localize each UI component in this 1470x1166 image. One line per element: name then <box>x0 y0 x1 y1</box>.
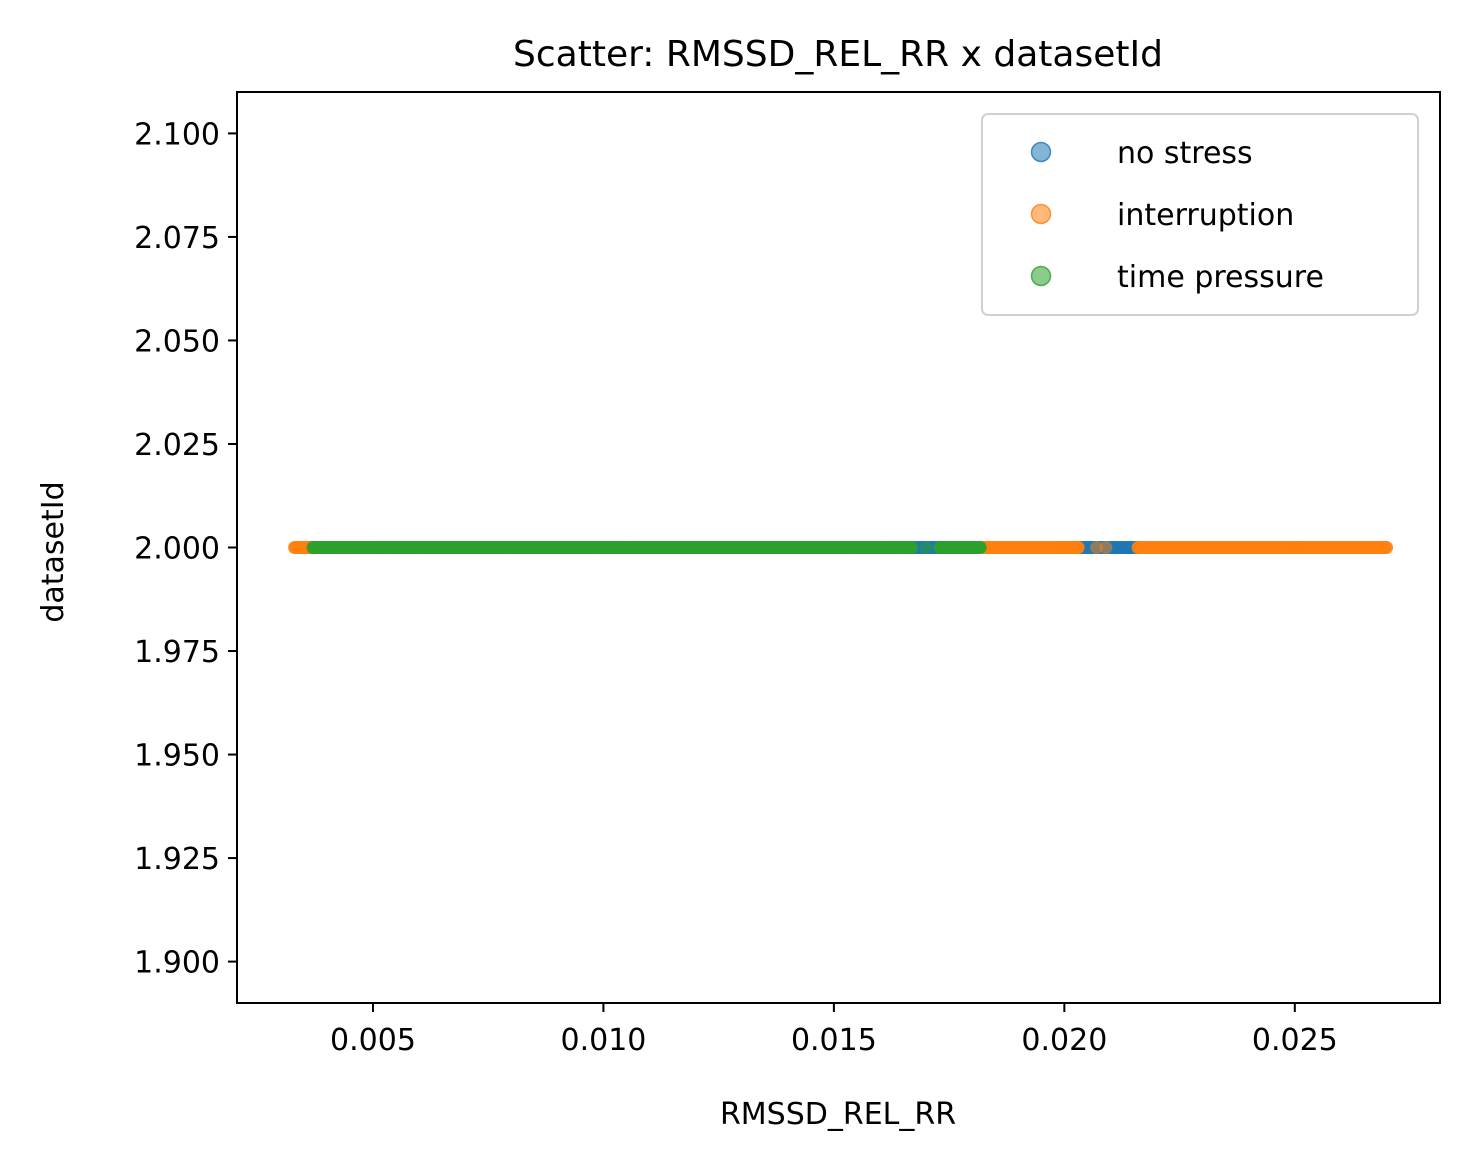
data-point <box>1380 541 1394 554</box>
legend-box <box>981 113 1419 316</box>
y-tick-label: 1.950 <box>134 739 220 774</box>
x-tick-label: 0.005 <box>330 1023 416 1058</box>
legend-marker <box>1030 265 1052 287</box>
data-point <box>919 541 933 554</box>
x-tick-label: 0.025 <box>1252 1023 1338 1058</box>
y-tick-label: 2.075 <box>134 221 220 256</box>
legend-marker <box>1030 203 1052 225</box>
x-tick-label: 0.020 <box>1021 1023 1107 1058</box>
data-point <box>1099 541 1113 554</box>
x-tick-label: 0.010 <box>560 1023 646 1058</box>
data-point <box>1090 541 1104 554</box>
legend-label: no stress <box>1117 136 1253 171</box>
y-tick-label: 2.025 <box>134 428 220 463</box>
chart-title: Scatter: RMSSD_REL_RR x datasetId <box>513 34 1163 75</box>
y-axis: 1.900 1.925 1.950 1.975 2.000 2.025 2.050 2.075… <box>134 117 237 981</box>
data-point <box>1071 541 1085 554</box>
legend-marker <box>1030 141 1052 163</box>
series-time-pressure <box>306 541 987 554</box>
legend-label: time pressure <box>1117 260 1324 295</box>
data-point <box>973 541 987 554</box>
y-tick-label: 2.000 <box>134 532 220 567</box>
y-tick-label: 2.100 <box>134 117 220 152</box>
y-tick-label: 1.925 <box>134 842 220 877</box>
points-layer <box>288 541 1394 554</box>
y-tick-label: 1.900 <box>134 946 220 981</box>
series-interruption <box>288 541 1394 554</box>
x-axis: 0.005 0.010 0.015 0.020 0.025 <box>330 1003 1338 1058</box>
legend-label: interruption <box>1117 198 1294 233</box>
data-point <box>905 541 919 554</box>
x-tick-label: 0.015 <box>791 1023 877 1058</box>
legend: no stress interruption time pressure <box>981 113 1419 316</box>
y-tick-label: 1.975 <box>134 635 220 670</box>
legend-items: no stress interruption time pressure <box>1030 136 1324 295</box>
y-tick-label: 2.050 <box>134 324 220 359</box>
x-axis-label: RMSSD_REL_RR <box>720 1097 956 1132</box>
y-axis-label: datasetId <box>36 481 71 622</box>
